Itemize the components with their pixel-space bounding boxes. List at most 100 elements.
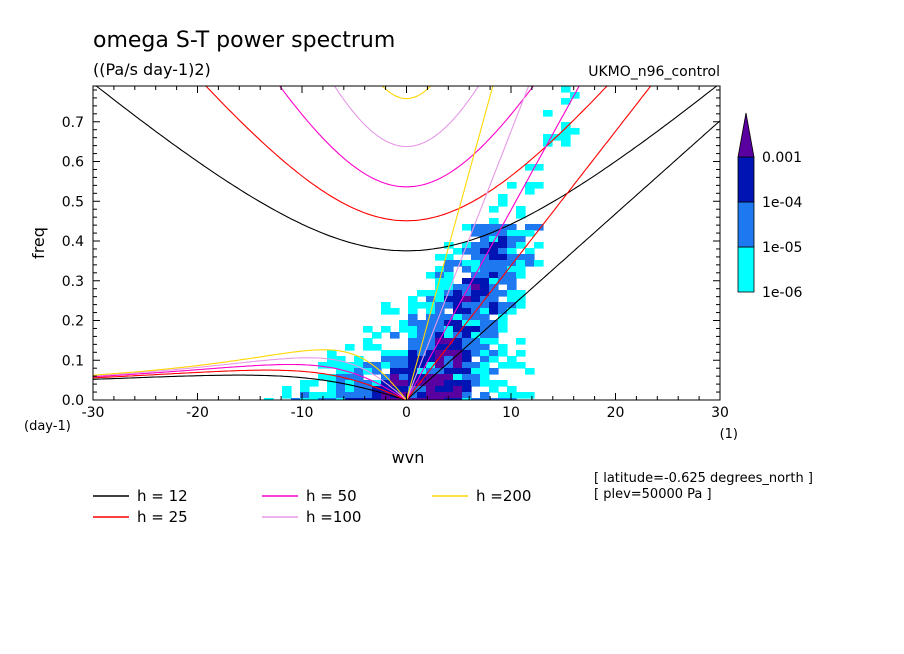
heatmap-cell [435,362,445,369]
heatmap-cell [435,320,445,327]
heatmap-cell [390,356,400,363]
y-axis-label: freq [29,227,48,259]
heatmap-cell [471,248,481,255]
heatmap-cell [345,368,355,375]
heatmap-cell [462,374,472,381]
heatmap-cell [480,284,490,291]
heatmap-cell [453,392,463,399]
colorbar: 1e-06 1e-05 1e-04 0.001 [737,112,802,301]
heatmap-cell [516,206,526,213]
gravity-curve [205,86,608,222]
heatmap-cell [435,350,445,357]
heatmap-cell [489,386,499,393]
heatmap-cell [480,392,490,399]
x-tick-label: 30 [711,405,729,421]
heatmap-cell [570,92,580,99]
heatmap-cell [471,230,481,237]
heatmap-cell [453,338,463,345]
heatmap-cell [498,248,508,255]
heatmap-cell [363,380,373,387]
heatmap-cell [354,368,364,375]
y-tick-label: 0.3 [62,274,84,290]
heatmap-cell [471,260,481,267]
heatmap-cell [444,362,454,369]
heatmap-cell [372,392,382,399]
y-tick-label: 0.1 [62,353,84,369]
heatmap-cell [399,392,409,399]
heatmap-cell [498,326,508,333]
colorbar-segment [737,246,755,293]
heatmap-cell [399,350,409,357]
heatmap-cell [498,362,508,369]
heatmap-cell [381,308,391,315]
x-tick-label: -10 [291,405,314,421]
heatmap-cell [354,398,364,400]
heatmap-cell [489,218,499,225]
heatmap-cell [516,302,526,309]
heatmap-cell [426,374,436,381]
heatmap-cell [327,362,337,369]
rossby-curve [93,374,407,400]
heatmap-cell [426,326,436,333]
heatmap-cell [372,344,382,351]
heatmap-cell [399,386,409,393]
x-tick-label: 10 [502,405,520,421]
heatmap-cell [363,344,373,351]
heatmap-cell [417,374,427,381]
heatmap-cell [435,332,445,339]
heatmap-cell [444,350,454,357]
heatmap-cell [408,344,418,351]
heatmap-cell [462,350,472,357]
heatmap-cell [480,314,490,321]
gravity-curve [279,86,534,188]
heatmap-cell [480,308,490,315]
heatmap-cell [417,338,427,345]
heatmap-cell [525,224,535,231]
heatmap-cell [489,278,499,285]
heatmap-cell [354,356,364,363]
heatmap-cell [318,392,328,399]
heatmap-cell [444,374,454,381]
heatmap-cell [327,374,337,381]
legend-label: h =100 [306,508,361,526]
heatmap-cell [507,236,517,243]
heatmap-cell [354,392,364,399]
heatmap-cell [471,344,481,351]
heatmap-cell [408,326,418,333]
heatmap-cell [480,242,490,249]
heatmap-cell [453,332,463,339]
heatmap-cell [534,260,544,267]
heatmap-cell [300,380,310,387]
heatmap-cell [525,248,535,255]
heatmap-cell [363,326,373,333]
heatmap-cell [471,398,481,400]
heatmap-cell [417,350,427,357]
heatmap-cell [399,320,409,327]
heatmap-cell [399,356,409,363]
heatmap-cell [444,260,454,267]
heatmap-cell [480,260,490,267]
heatmap-cell [498,314,508,321]
heatmap-cell [336,356,346,363]
heatmap-cell [444,392,454,399]
kelvin-curve [406,86,652,400]
heatmap-cell [435,344,445,351]
heatmap-cell [516,272,526,279]
heatmap-cell [480,398,490,400]
heatmap-cell [444,386,454,393]
heatmap-cell [453,398,463,400]
heatmap-cell [534,242,544,249]
heatmap-cell [525,254,535,261]
heatmap-cell [354,380,364,387]
heatmap-cell [426,320,436,327]
heatmap-cell [471,314,481,321]
heatmap-cell [453,290,463,297]
heatmap-cell [489,356,499,363]
heatmap-cell [498,278,508,285]
heatmap-cell [516,362,526,369]
heatmap-cell [453,344,463,351]
heatmap-cell [480,266,490,273]
heatmap-cell [489,230,499,237]
heatmap-cell [498,236,508,243]
heatmap-cell [345,386,355,393]
